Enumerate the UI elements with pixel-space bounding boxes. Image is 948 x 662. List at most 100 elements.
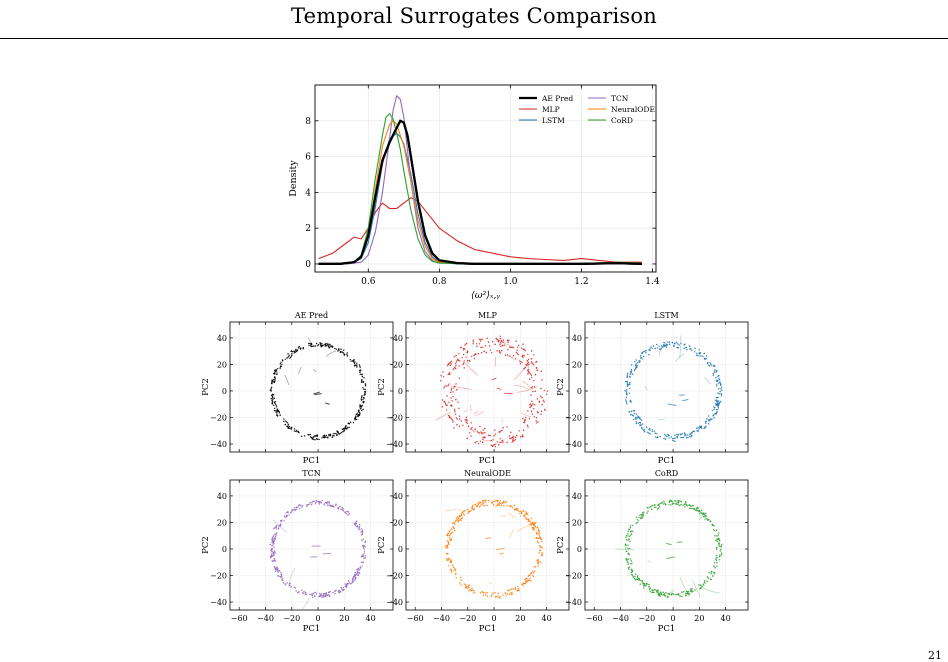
pca-streak [298, 367, 301, 374]
pca-point [624, 390, 626, 392]
pca-point [629, 401, 631, 403]
pca-ytick-label: 20 [393, 518, 403, 527]
pca-point [522, 434, 524, 436]
pca-point [537, 398, 539, 400]
pca-point [459, 426, 461, 428]
pca-point [669, 341, 671, 343]
pca-point [509, 435, 511, 437]
pca-point [532, 575, 534, 577]
pca-streak [658, 419, 665, 420]
pca-trajectory-segment [519, 361, 523, 363]
pca-point [715, 539, 717, 541]
pca-xtick-label: −20 [638, 614, 655, 623]
pca-ytick-label: 20 [217, 360, 227, 369]
pca-point [719, 381, 721, 383]
pca-point [358, 569, 360, 571]
pca-point [499, 597, 501, 599]
pca-point [298, 432, 300, 434]
pca-point [515, 587, 517, 589]
pca-center-feature [500, 553, 504, 554]
pca-point [502, 502, 504, 504]
pca-point [629, 540, 631, 542]
pca-point [626, 535, 628, 537]
pca-point [655, 506, 657, 508]
pca-point [286, 515, 288, 517]
pca-point [448, 558, 450, 560]
pca-trajectory-segment [718, 378, 720, 381]
pca-point [635, 416, 637, 418]
pca-panel-title-lstm: LSTM [654, 311, 678, 320]
pca-trajectory-segment [642, 350, 646, 352]
pca-point [310, 436, 312, 438]
pca-point [663, 595, 665, 597]
pca-point [459, 415, 461, 417]
pca-point [283, 421, 285, 423]
pca-point [698, 584, 700, 586]
pca-trajectory-segment [295, 507, 298, 508]
pca-point [535, 374, 537, 376]
pca-point [311, 504, 313, 506]
pca-point [356, 521, 358, 523]
pca-point [291, 428, 293, 430]
pca-streak [436, 412, 451, 420]
pca-point [691, 588, 693, 590]
pca-point [716, 555, 718, 557]
pca-ytick-label: 40 [572, 492, 582, 501]
pca-point [358, 571, 360, 573]
pca-point [688, 594, 690, 596]
pca-point [515, 358, 517, 360]
pca-streak [702, 587, 721, 593]
pca-point [298, 591, 300, 593]
pca-point [650, 346, 652, 348]
pca-point [502, 440, 504, 442]
pca-point [529, 378, 531, 380]
pca-point [490, 596, 492, 598]
pca-trajectory-segment [271, 553, 272, 558]
pca-point [669, 501, 671, 503]
pca-point [345, 586, 347, 588]
pca-point [532, 527, 534, 529]
pca-trajectory-segment [639, 418, 642, 420]
pca-point [277, 368, 279, 370]
pca-trajectory-segment [272, 395, 273, 399]
pca-point [361, 407, 363, 409]
pca-ylabel: PC2 [201, 378, 211, 396]
pca-streak [464, 362, 478, 376]
pca-frame [406, 480, 569, 610]
pca-point [529, 404, 531, 406]
pca-point [448, 543, 450, 545]
pca-point [304, 594, 306, 596]
pca-point [448, 565, 450, 567]
pca-point [636, 413, 638, 415]
pca-point [482, 594, 484, 596]
pca-point [543, 401, 545, 403]
pca-point [469, 360, 471, 362]
pca-point [463, 513, 465, 515]
pca-point [716, 557, 718, 559]
pca-point [646, 512, 648, 514]
pca-point [712, 575, 714, 577]
pca-point [640, 355, 642, 357]
pca-point [273, 542, 275, 544]
pca-point [280, 363, 282, 365]
pca-point [643, 511, 645, 513]
pca-point [346, 354, 348, 356]
pca-point [495, 446, 497, 448]
pca-point [472, 339, 474, 341]
pca-point [625, 545, 627, 547]
density-ytick-label: 0 [305, 260, 311, 270]
pca-point [527, 410, 529, 412]
pca-point [522, 436, 524, 438]
pca-point [474, 428, 476, 430]
pca-trajectory-segment [274, 550, 275, 553]
pca-point [656, 344, 658, 346]
pca-point [714, 573, 716, 575]
pca-point [490, 349, 492, 351]
pca-trajectory-segment [275, 535, 277, 539]
pca-point [668, 504, 670, 506]
pca-streak [474, 411, 479, 415]
pca-panel-title-mlp: MLP [478, 311, 498, 320]
pca-point [672, 342, 674, 344]
pca-trajectory-segment [359, 364, 360, 368]
